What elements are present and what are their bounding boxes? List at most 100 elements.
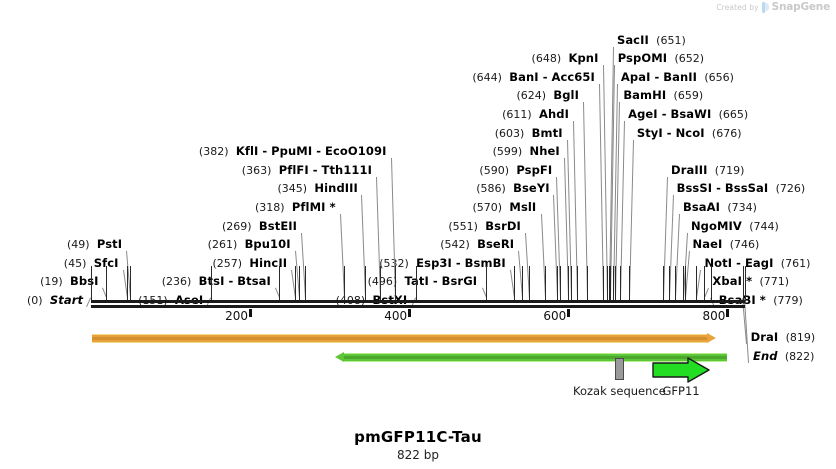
- restriction-site-tick: [126, 266, 128, 300]
- site-enzyme-names: TatI - BsrGI: [405, 274, 478, 288]
- site-enzyme-names: NotI - EagI: [704, 256, 773, 270]
- name-separator: -: [650, 69, 664, 84]
- enzyme-site-label[interactable]: DraI (819): [751, 331, 816, 344]
- ruler-tick-mark: [408, 309, 412, 317]
- enzyme-site-label[interactable]: (236) BtsI - BtsaI: [162, 275, 271, 288]
- enzyme-site-label[interactable]: (496) TatI - BsrGI: [368, 275, 478, 288]
- site-position: (603): [494, 126, 525, 140]
- enzyme-site-label[interactable]: (0) Start: [27, 294, 83, 307]
- enzyme-site-label[interactable]: (551) BsrDI: [448, 220, 521, 233]
- enzyme-site-label[interactable]: (345) HindIII: [277, 182, 357, 195]
- enzyme-name: NaeI: [692, 237, 723, 252]
- restriction-site-tick: [608, 266, 610, 300]
- site-position: (586): [476, 182, 506, 196]
- enzyme-site-label[interactable]: (590) PspFI: [479, 164, 552, 177]
- enzyme-site-label[interactable]: (542) BseRI: [440, 238, 514, 251]
- enzyme-site-label[interactable]: (49) PstI: [67, 238, 122, 251]
- enzyme-name: DraI: [750, 330, 779, 345]
- axis-bar-upper: [91, 300, 745, 303]
- watermark-created-by: Created by: [716, 2, 759, 12]
- enzyme-name: BseYI: [513, 181, 550, 196]
- site-enzyme-names: AhdI: [539, 107, 569, 121]
- enzyme-name: PflMI *: [291, 200, 336, 214]
- enzyme-site-label[interactable]: DraIII (719): [671, 164, 744, 177]
- enzyme-site-label[interactable]: BamHI (659): [623, 89, 703, 102]
- enzyme-site-label[interactable]: (570) MslI: [473, 201, 537, 214]
- site-enzyme-names: PspFI: [516, 163, 552, 177]
- restriction-site-tick: [628, 266, 630, 300]
- restriction-site-tick: [365, 266, 367, 300]
- enzyme-name: EagI: [744, 255, 774, 270]
- site-position: (648): [531, 52, 562, 66]
- feature-arrowhead: [707, 333, 717, 343]
- enzyme-name: PpuMI: [271, 144, 313, 159]
- enzyme-site-label[interactable]: BssSI - BssSaI (726): [677, 182, 806, 195]
- enzyme-site-label[interactable]: NotI - EagI (761): [704, 257, 810, 270]
- enzyme-site-label[interactable]: SacII (651): [617, 34, 686, 47]
- enzyme-site-label[interactable]: End (822): [753, 350, 814, 363]
- site-enzyme-names: PflFI - Tth111I: [279, 163, 372, 177]
- site-position: (345): [277, 182, 308, 196]
- site-position: (746): [729, 238, 760, 252]
- restriction-site-tick: [609, 266, 611, 300]
- enzyme-site-label[interactable]: (45) SfcI: [64, 257, 119, 270]
- enzyme-site-label[interactable]: XbaI * (771): [712, 275, 789, 288]
- enzyme-site-label[interactable]: BsaAI (734): [683, 201, 757, 214]
- enzyme-site-label[interactable]: StyI - NcoI (676): [637, 127, 742, 140]
- enzyme-name: NgoMIV: [690, 218, 742, 233]
- enzyme-name: Acc65I: [551, 69, 595, 84]
- enzyme-name: BanII: [663, 69, 698, 84]
- enzyme-site-label[interactable]: ApaI - BanII (656): [621, 71, 734, 84]
- enzyme-site-label[interactable]: (611) AhdI: [502, 108, 569, 121]
- feature-arrowhead: [335, 352, 345, 362]
- kozak-swatch-icon: [615, 358, 624, 380]
- enzyme-site-label[interactable]: (599) NheI: [493, 145, 560, 158]
- restriction-site-tick: [587, 266, 589, 300]
- enzyme-name: BsmBI: [464, 255, 506, 270]
- site-enzyme-names: KflI - PpuMI - EcoO109I: [236, 144, 387, 158]
- restriction-site-tick: [298, 266, 300, 300]
- enzyme-site-label[interactable]: (269) BstEII: [222, 220, 297, 233]
- site-enzyme-names: DraI: [751, 330, 779, 344]
- name-separator: -: [712, 181, 725, 196]
- enzyme-name: HincII: [249, 255, 288, 270]
- enzyme-name: HindIII: [314, 181, 358, 196]
- enzyme-site-label[interactable]: (624) BglI: [516, 89, 579, 102]
- enzyme-name: StyI: [636, 125, 663, 140]
- restriction-site-tick: [485, 266, 487, 300]
- enzyme-site-label[interactable]: (318) PflMI *: [255, 201, 336, 214]
- enzyme-site-label[interactable]: PspOMI (652): [618, 52, 704, 65]
- enzyme-site-label[interactable]: AgeI - BsaWI (665): [628, 108, 748, 121]
- enzyme-site-label[interactable]: (382) KflI - PpuMI - EcoO109I: [199, 145, 387, 158]
- site-enzyme-names: StyI - NcoI: [637, 126, 705, 140]
- site-enzyme-names: PstI: [97, 237, 122, 251]
- enzyme-name: BsrGI: [441, 274, 478, 289]
- feature-bar: [91, 337, 708, 340]
- enzyme-site-label[interactable]: (532) Esp3I - BsmBI: [379, 257, 506, 270]
- axis-bar-lower: [91, 305, 745, 308]
- restriction-site-tick: [567, 266, 569, 300]
- enzyme-site-label[interactable]: (363) PflFI - Tth111I: [242, 164, 372, 177]
- enzyme-site-label[interactable]: (19) BbsI: [40, 275, 98, 288]
- enzyme-name: BanI: [509, 69, 539, 84]
- restriction-site-tick: [606, 266, 608, 300]
- site-enzyme-names: BsaAI: [683, 200, 720, 214]
- enzyme-name: SfcI: [93, 255, 119, 270]
- name-separator: -: [224, 274, 238, 289]
- enzyme-site-label[interactable]: (648) KpnI: [532, 52, 599, 65]
- enzyme-site-label[interactable]: (257) HincII: [212, 257, 287, 270]
- restriction-site-tick: [514, 266, 516, 300]
- enzyme-site-label[interactable]: (644) BanI - Acc65I: [472, 71, 595, 84]
- gfp11-arrow-icon: [652, 357, 710, 383]
- enzyme-site-label[interactable]: (261) Bpu10I: [208, 238, 291, 251]
- site-position: (19): [40, 275, 63, 289]
- site-position: (382): [198, 145, 229, 159]
- enzyme-site-label[interactable]: NaeI (746): [693, 238, 760, 251]
- enzyme-site-label[interactable]: NgoMIV (744): [691, 220, 779, 233]
- site-position: (651): [656, 33, 686, 47]
- enzyme-site-label[interactable]: (603) BmtI: [495, 127, 563, 140]
- enzyme-site-label[interactable]: (586) BseYI: [476, 182, 549, 195]
- name-separator: -: [451, 255, 465, 270]
- site-enzyme-names: DraIII: [671, 163, 707, 177]
- ruler-tick-mark: [726, 309, 730, 317]
